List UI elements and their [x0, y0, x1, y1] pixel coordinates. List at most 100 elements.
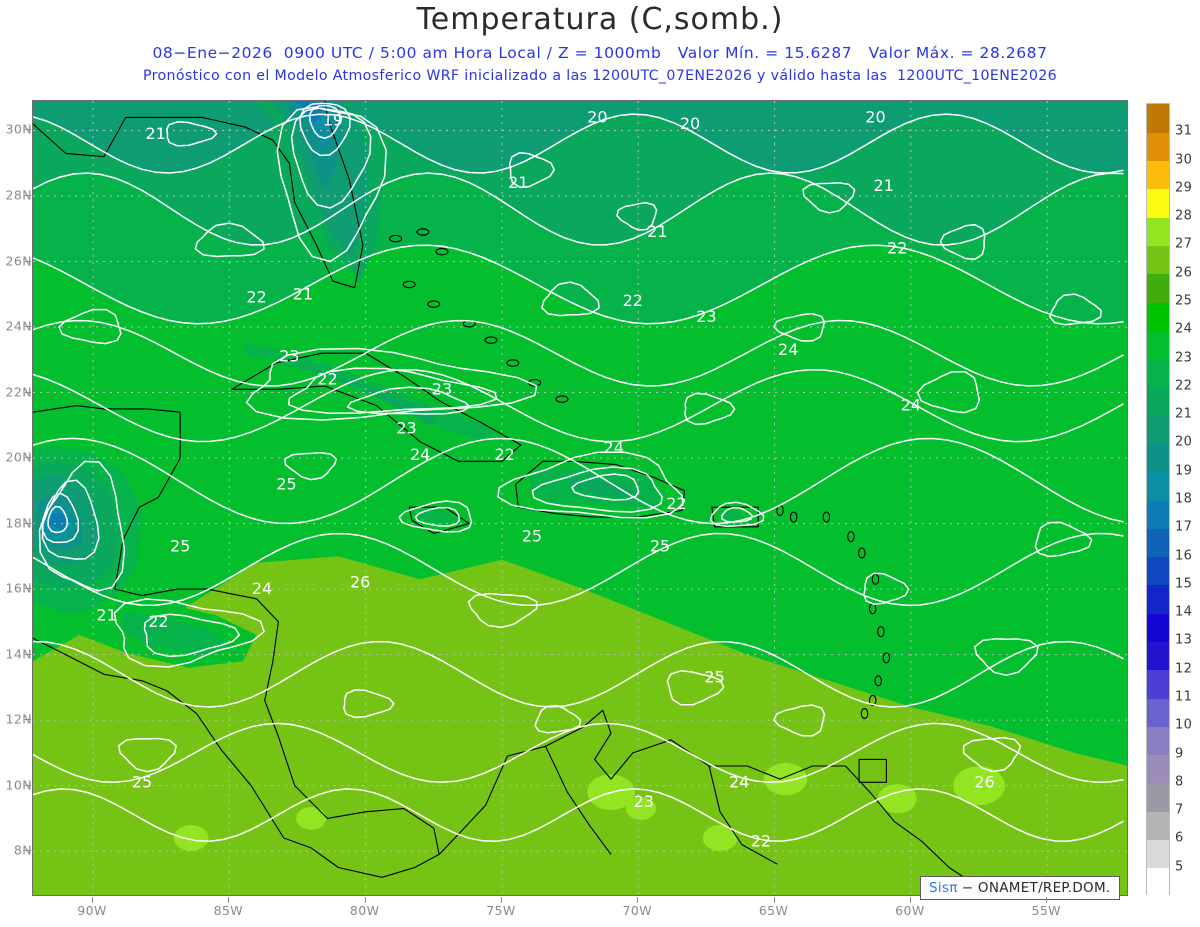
- contour-label: 21: [873, 176, 893, 195]
- colorbar-tick-label: 12: [1175, 661, 1193, 677]
- contour-line: [33, 244, 1124, 325]
- contour-label: 25: [276, 474, 296, 493]
- temp-band: [877, 784, 917, 814]
- temperature-shading: [33, 101, 1127, 895]
- colorbar-swatch: [1147, 811, 1169, 841]
- contour-line: [939, 223, 986, 260]
- subtitle-model-info: Pronóstico con el Modelo Atmosferico WRF…: [142, 68, 1058, 84]
- contour-line: [497, 451, 684, 519]
- contour-line: [508, 151, 555, 188]
- colorbar-tick-label: 29: [1175, 180, 1193, 196]
- contour-line: [33, 532, 1124, 607]
- contour-label: 23: [696, 307, 716, 326]
- island-outline: [871, 573, 880, 585]
- temp-band: [49, 513, 69, 531]
- colorbar-swatch: [1147, 669, 1169, 699]
- colorbar-tick-label: 10: [1175, 717, 1193, 733]
- contour-line: [38, 460, 126, 592]
- lon-tick-mark: [773, 897, 775, 903]
- lon-tick-label: 75W: [486, 903, 516, 918]
- contour-line: [616, 201, 658, 231]
- island-outline: [877, 626, 885, 638]
- contour-line: [33, 722, 1124, 784]
- coastline: [231, 352, 522, 462]
- island-outline: [847, 531, 855, 543]
- island-outline: [484, 336, 498, 344]
- lon-tick-label: 80W: [349, 903, 380, 918]
- contour-label: 24: [252, 579, 272, 598]
- coastline: [858, 758, 887, 783]
- colorbar-swatch: [1147, 330, 1169, 360]
- lat-tick-mark: [25, 653, 31, 655]
- contour-label: 22: [246, 288, 266, 307]
- lon-tick-label: 90W: [77, 903, 107, 918]
- lon-tick-label: 55W: [1031, 903, 1061, 918]
- attribution-watermark: Sisπ − ONAMET/REP.DOM.: [920, 876, 1120, 900]
- lat-tick-mark: [25, 391, 31, 393]
- contour-line: [47, 505, 68, 534]
- page-title: Temperatura (C,somb.): [416, 2, 784, 37]
- lon-tick-mark: [91, 897, 93, 903]
- island-outline: [416, 228, 430, 236]
- contour-line: [974, 638, 1039, 677]
- contour-label: 24: [901, 396, 921, 415]
- lat-tick-label: 18N: [5, 515, 32, 531]
- contour-line: [863, 572, 910, 606]
- lat-tick-label: 12N: [5, 711, 32, 727]
- island-outline: [882, 652, 891, 664]
- contour-line: [41, 492, 79, 544]
- colorbar-swatch: [1147, 471, 1169, 501]
- contour-line: [721, 506, 753, 523]
- colorbar-swatch: [1147, 358, 1169, 388]
- colorbar-tick-label: 5: [1175, 859, 1184, 875]
- contour-line: [309, 104, 341, 140]
- contour-label: 22: [148, 612, 168, 631]
- colorbar-tick-label: 16: [1175, 548, 1193, 564]
- island-outline: [402, 280, 416, 289]
- watermark-text: − ONAMET/REP.DOM.: [961, 880, 1111, 896]
- colorbar-tick-label: 23: [1175, 350, 1193, 366]
- temp-band: [123, 612, 230, 655]
- contour-label: 21: [508, 173, 528, 192]
- lat-tick-label: 8N: [13, 842, 32, 858]
- contour-label: 22: [666, 494, 686, 513]
- colorbar-swatch: [1147, 188, 1169, 218]
- temp-band: [173, 824, 209, 852]
- lat-tick-mark: [25, 260, 31, 262]
- island-outline: [822, 511, 831, 523]
- colorbar-tick-label: 31: [1175, 123, 1193, 139]
- island-outline: [389, 234, 403, 243]
- contour-label: 26: [974, 772, 994, 791]
- contour-line: [414, 506, 461, 527]
- colorbar-tick-label: 8: [1175, 774, 1184, 790]
- colorbar-tick-label: 27: [1175, 236, 1193, 252]
- colorbar-swatch: [1147, 217, 1169, 247]
- contour-line: [398, 500, 473, 533]
- contour-line: [165, 121, 218, 147]
- lat-tick-mark: [25, 129, 31, 131]
- contour-label: 25: [170, 536, 190, 555]
- colorbar-tick-label: 21: [1175, 406, 1193, 422]
- colorbar-swatch: [1147, 500, 1169, 529]
- contour-line: [343, 689, 395, 719]
- colorbar-tick-label: 11: [1175, 689, 1193, 705]
- colorbar-swatch: [1147, 245, 1169, 275]
- colorbar-swatch: [1147, 641, 1169, 671]
- coastline: [33, 637, 440, 878]
- contour-label: 22: [887, 238, 907, 257]
- colorbar-tick-label: 18: [1175, 491, 1193, 507]
- colorbar-swatch: [1147, 443, 1169, 473]
- coastline: [33, 405, 440, 855]
- lat-tick-label: 10N: [5, 777, 32, 793]
- lat-tick-mark: [25, 326, 31, 328]
- coastline: [33, 101, 364, 289]
- colorbar-swatch: [1147, 386, 1169, 416]
- lat-tick-mark: [25, 457, 31, 459]
- contour-label: 24: [410, 445, 430, 464]
- island-outline: [427, 300, 441, 308]
- colorbar-tick-label: 26: [1175, 265, 1193, 281]
- contour-label: 25: [522, 527, 542, 546]
- lon-tick-label: 70W: [622, 903, 652, 918]
- colorbar-swatch: [1147, 698, 1169, 727]
- lat-tick-mark: [25, 194, 31, 196]
